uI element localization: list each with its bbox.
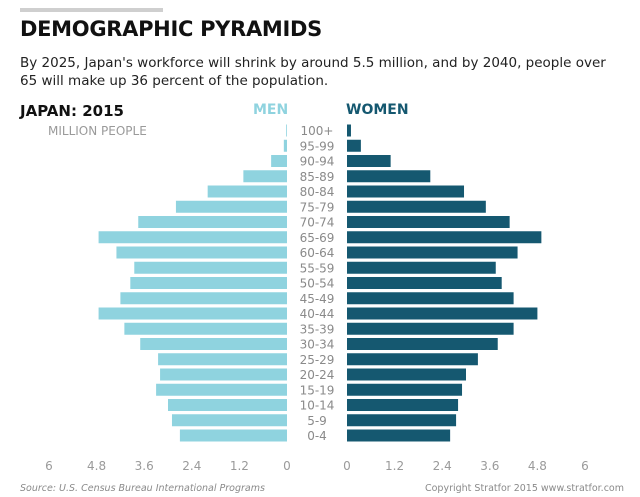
legend-women: WOMEN xyxy=(346,102,409,118)
bar-men-40-44 xyxy=(98,307,287,320)
chart-title: JAPAN: 2015 xyxy=(20,102,124,120)
bar-men-5-9 xyxy=(171,414,287,427)
bar-women-60-64 xyxy=(347,246,518,259)
age-label: 60-64 xyxy=(300,246,335,260)
bar-men-90-94 xyxy=(271,155,287,167)
bar-women-75-79 xyxy=(347,200,486,213)
x-tick-label: 6 xyxy=(581,459,589,473)
age-label: 45-49 xyxy=(300,292,335,306)
age-label: 15-19 xyxy=(300,383,335,397)
bar-men-0-4 xyxy=(179,429,287,442)
age-label: 65-69 xyxy=(300,231,335,245)
x-tick-label: 4.8 xyxy=(87,459,106,473)
bar-men-65-69 xyxy=(98,231,287,244)
units-label: MILLION PEOPLE xyxy=(48,124,147,138)
bar-men-70-74 xyxy=(138,216,287,228)
x-tick-label: 0 xyxy=(283,459,291,473)
age-label: 5-9 xyxy=(307,414,327,428)
page-subtitle: By 2025, Japan's workforce will shrink b… xyxy=(20,55,606,89)
copyright-note: Copyright Stratfor 2015 www.stratfor.com xyxy=(424,483,624,494)
bar-men-60-64 xyxy=(116,246,287,259)
bar-men-50-54 xyxy=(130,277,287,289)
bar-women-65-69 xyxy=(347,231,542,244)
bar-men-100+ xyxy=(286,124,287,137)
x-tick-label: 0 xyxy=(343,459,351,473)
source-note: Source: U.S. Census Bureau International… xyxy=(20,483,265,494)
age-label: 35-39 xyxy=(300,322,335,336)
bar-women-0-4 xyxy=(347,429,451,442)
age-label: 80-84 xyxy=(300,185,335,199)
bar-women-25-29 xyxy=(347,353,478,366)
page-title: DEMOGRAPHIC PYRAMIDS xyxy=(20,17,322,41)
bar-women-50-54 xyxy=(347,277,502,289)
age-label: 95-99 xyxy=(300,139,335,153)
x-tick-label: 3.6 xyxy=(480,459,499,473)
age-label: 0-4 xyxy=(307,429,327,443)
legend-men: MEN xyxy=(253,102,289,118)
age-label: 20-24 xyxy=(300,368,335,382)
x-tick-label: 1.2 xyxy=(385,459,404,473)
age-label: 70-74 xyxy=(300,216,335,230)
age-label: 50-54 xyxy=(300,277,335,291)
bar-women-5-9 xyxy=(347,414,457,427)
bar-women-45-49 xyxy=(347,292,514,305)
bar-women-80-84 xyxy=(347,185,465,198)
bar-men-10-14 xyxy=(168,399,287,411)
bar-men-85-89 xyxy=(243,170,287,183)
bar-women-100+ xyxy=(347,124,351,137)
x-tick-label: 6 xyxy=(45,459,53,473)
bar-men-45-49 xyxy=(120,292,288,305)
bar-men-80-84 xyxy=(207,185,287,198)
x-tick-label: 3.6 xyxy=(135,459,154,473)
top-accent-line xyxy=(20,8,163,12)
bar-women-35-39 xyxy=(347,322,514,335)
bar-women-85-89 xyxy=(347,170,431,183)
bar-women-15-19 xyxy=(347,383,463,396)
age-label: 55-59 xyxy=(300,261,335,275)
age-label: 75-79 xyxy=(300,200,335,214)
bar-men-95-99 xyxy=(283,139,287,152)
bar-women-55-59 xyxy=(347,261,496,274)
bar-women-90-94 xyxy=(347,155,391,167)
age-label: 40-44 xyxy=(300,307,335,321)
bar-men-30-34 xyxy=(140,338,287,350)
bar-men-15-19 xyxy=(156,383,287,396)
age-label: 90-94 xyxy=(300,155,335,169)
age-label: 25-29 xyxy=(300,353,335,367)
bar-men-75-79 xyxy=(175,200,287,213)
age-label: 100+ xyxy=(301,124,334,138)
bar-women-95-99 xyxy=(347,139,361,152)
bar-men-20-24 xyxy=(160,368,287,381)
bar-men-25-29 xyxy=(158,353,287,366)
x-tick-label: 2.4 xyxy=(433,459,452,473)
bar-men-35-39 xyxy=(124,322,287,335)
bar-women-10-14 xyxy=(347,399,459,411)
bar-men-55-59 xyxy=(134,261,287,274)
x-tick-label: 2.4 xyxy=(182,459,201,473)
x-tick-label: 4.8 xyxy=(528,459,547,473)
age-label: 30-34 xyxy=(300,338,335,352)
age-label: 10-14 xyxy=(300,399,335,413)
bar-women-40-44 xyxy=(347,307,538,320)
age-label: 85-89 xyxy=(300,170,335,184)
x-tick-label: 1.2 xyxy=(230,459,249,473)
bar-women-30-34 xyxy=(347,338,498,350)
bar-women-70-74 xyxy=(347,216,510,228)
bar-women-20-24 xyxy=(347,368,466,381)
